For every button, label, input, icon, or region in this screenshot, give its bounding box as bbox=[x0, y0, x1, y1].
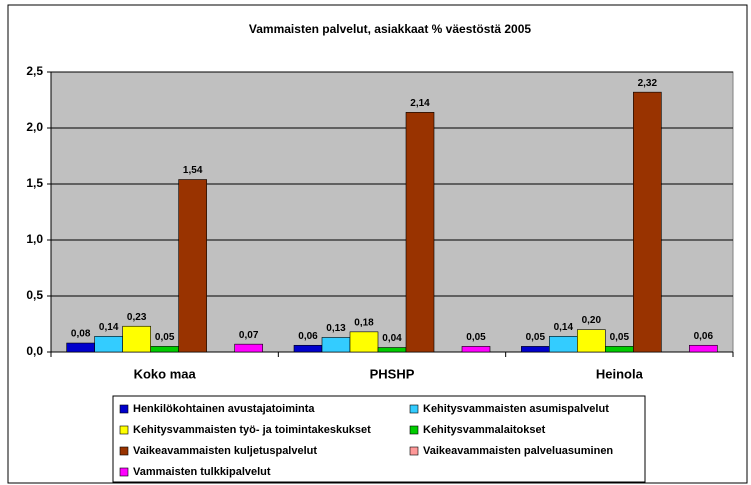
data-label: 0,14 bbox=[99, 322, 119, 333]
bar bbox=[377, 347, 407, 353]
legend-swatch bbox=[119, 425, 129, 435]
bar bbox=[521, 346, 550, 353]
legend-swatch bbox=[409, 404, 419, 414]
data-label: 2,32 bbox=[638, 78, 658, 89]
legend-swatch bbox=[119, 446, 129, 456]
legend-swatch bbox=[119, 467, 129, 477]
legend-label: Vaikeavammaisten palveluasuminen bbox=[423, 445, 613, 457]
legend-swatch bbox=[409, 446, 419, 456]
bar bbox=[94, 336, 123, 353]
bar bbox=[549, 336, 578, 353]
data-label: 0,05 bbox=[610, 332, 630, 343]
x-tick-label: Heinola bbox=[596, 366, 644, 381]
data-label: 0,18 bbox=[354, 317, 374, 328]
y-tick-label: 2,0 bbox=[26, 120, 43, 134]
x-tick-label: PHSHP bbox=[370, 366, 415, 381]
bar bbox=[605, 346, 634, 353]
bar bbox=[321, 337, 351, 353]
bar bbox=[689, 344, 718, 353]
data-label: 0,06 bbox=[694, 331, 714, 342]
data-label: 0,13 bbox=[326, 323, 346, 334]
data-label: 2,14 bbox=[410, 98, 430, 109]
data-label: 0,14 bbox=[554, 322, 574, 333]
legend-label: Vammaisten tulkkipalvelut bbox=[133, 466, 271, 478]
y-tick-label: 0,0 bbox=[26, 344, 43, 358]
data-label: 0,06 bbox=[298, 331, 318, 342]
legend-label: Kehitysvammalaitokset bbox=[423, 424, 546, 436]
bar bbox=[178, 179, 207, 353]
data-label: 0,08 bbox=[71, 329, 91, 340]
legend-swatch bbox=[119, 404, 129, 414]
y-tick-label: 0,5 bbox=[26, 288, 43, 302]
legend-swatch bbox=[409, 425, 419, 435]
y-tick-label: 2,5 bbox=[26, 64, 43, 78]
data-label: 0,05 bbox=[466, 332, 486, 343]
bar bbox=[577, 329, 606, 353]
data-label: 0,20 bbox=[582, 315, 602, 326]
bar bbox=[150, 346, 179, 353]
plot-area bbox=[50, 71, 734, 353]
data-label: 0,05 bbox=[155, 332, 175, 343]
y-tick-label: 1,5 bbox=[26, 176, 43, 190]
bar bbox=[405, 112, 435, 353]
bar bbox=[66, 342, 95, 353]
legend-label: Kehitysvammaisten asumispalvelut bbox=[423, 403, 609, 415]
bar bbox=[234, 343, 263, 353]
x-tick-label: Koko maa bbox=[134, 366, 197, 381]
bar bbox=[633, 91, 662, 353]
bar bbox=[122, 325, 151, 353]
bar bbox=[349, 331, 379, 353]
legend-label: Kehitysvammaisten työ- ja toimintakeskuk… bbox=[133, 424, 371, 436]
legend-box bbox=[112, 395, 646, 483]
data-label: 0,07 bbox=[239, 330, 259, 341]
data-label: 0,05 bbox=[526, 332, 546, 343]
bar bbox=[293, 344, 323, 353]
data-label: 1,54 bbox=[183, 165, 203, 176]
data-label: 0,04 bbox=[382, 333, 402, 344]
y-tick-label: 1,0 bbox=[26, 232, 43, 246]
bar bbox=[461, 346, 491, 353]
legend-label: Henkilökohtainen avustajatoiminta bbox=[133, 403, 315, 415]
legend-label: Vaikeavammaisten kuljetuspalvelut bbox=[133, 445, 317, 457]
data-label: 0,23 bbox=[127, 312, 147, 323]
chart-title: Vammaisten palvelut, asiakkaat % väestös… bbox=[249, 22, 531, 36]
